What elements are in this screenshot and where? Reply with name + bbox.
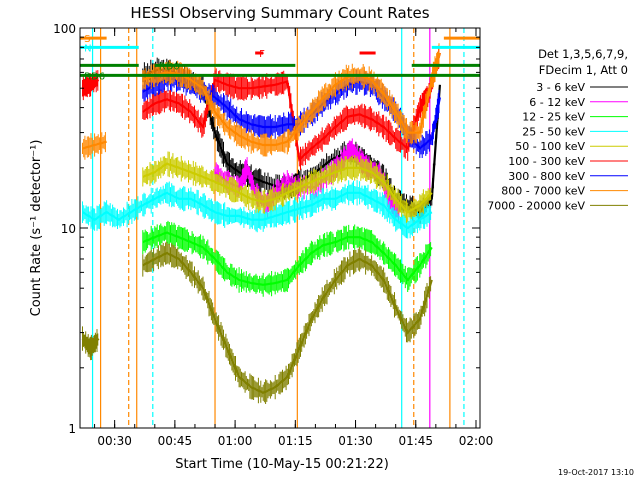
series-noise	[142, 151, 432, 223]
y-tick-label: 1	[68, 422, 76, 436]
y-tick-label: 100	[53, 22, 76, 36]
y-tick-label: 10	[61, 222, 76, 236]
x-axis-label: Start Time (10-May-15 00:21:22)	[175, 457, 389, 472]
x-tick-label: 01:15	[278, 434, 313, 448]
flag-label: RD0	[159, 61, 180, 72]
x-tick-label: 01:00	[218, 434, 253, 448]
legend-label: 3 - 6 keV	[536, 81, 585, 94]
legend-label: 6 - 12 keV	[529, 96, 585, 109]
legend-label: 50 - 100 keV	[515, 140, 585, 153]
flag-label: F	[259, 49, 265, 60]
legend-label: 12 - 25 keV	[522, 111, 585, 124]
plot-area: SN RD0 RD6 F	[80, 28, 480, 428]
footer-timestamp: 19-Oct-2017 13:10	[558, 468, 634, 477]
x-tick-label: 02:00	[459, 434, 494, 448]
legend-label: 800 - 7000 keV	[501, 185, 585, 198]
series-line	[81, 251, 433, 395]
legend-label: 7000 - 20000 keV	[487, 199, 585, 212]
x-tick-label: 00:45	[158, 434, 193, 448]
x-tick-label: 00:30	[97, 434, 132, 448]
flag-label: RD6	[84, 71, 105, 82]
y-axis-label: Count Rate (s⁻¹ detector⁻¹)	[29, 140, 44, 317]
series-noise	[82, 180, 432, 239]
chart-title: HESSI Observing Summary Count Rates	[130, 4, 429, 22]
series-2	[142, 220, 433, 297]
legend-label: 300 - 800 keV	[508, 170, 585, 183]
series-8	[81, 241, 433, 404]
series-4	[142, 151, 433, 223]
legend: Det 1,3,5,6,7,9, FDecim 1, Att 0 3 - 6 k…	[487, 47, 628, 212]
x-tick-label: 01:30	[338, 434, 373, 448]
flag-label: S	[84, 34, 90, 45]
series-7	[82, 43, 441, 160]
legend-label: 25 - 50 keV	[522, 125, 585, 138]
series-noise	[82, 43, 440, 160]
series-noise	[142, 220, 432, 297]
series-noise	[82, 241, 432, 404]
x-tick-label: 01:45	[398, 434, 433, 448]
legend-header-line-2: FDecim 1, Att 0	[539, 63, 628, 77]
axes: 00:30 00:45 01:00 01:15 01:30 01:45 02:00 1 10 10…	[53, 22, 493, 448]
flag-label: N	[84, 43, 91, 54]
series-3	[81, 180, 433, 239]
legend-label: 100 - 300 keV	[508, 155, 585, 168]
legend-header-line-1: Det 1,3,5,6,7,9,	[538, 47, 628, 61]
